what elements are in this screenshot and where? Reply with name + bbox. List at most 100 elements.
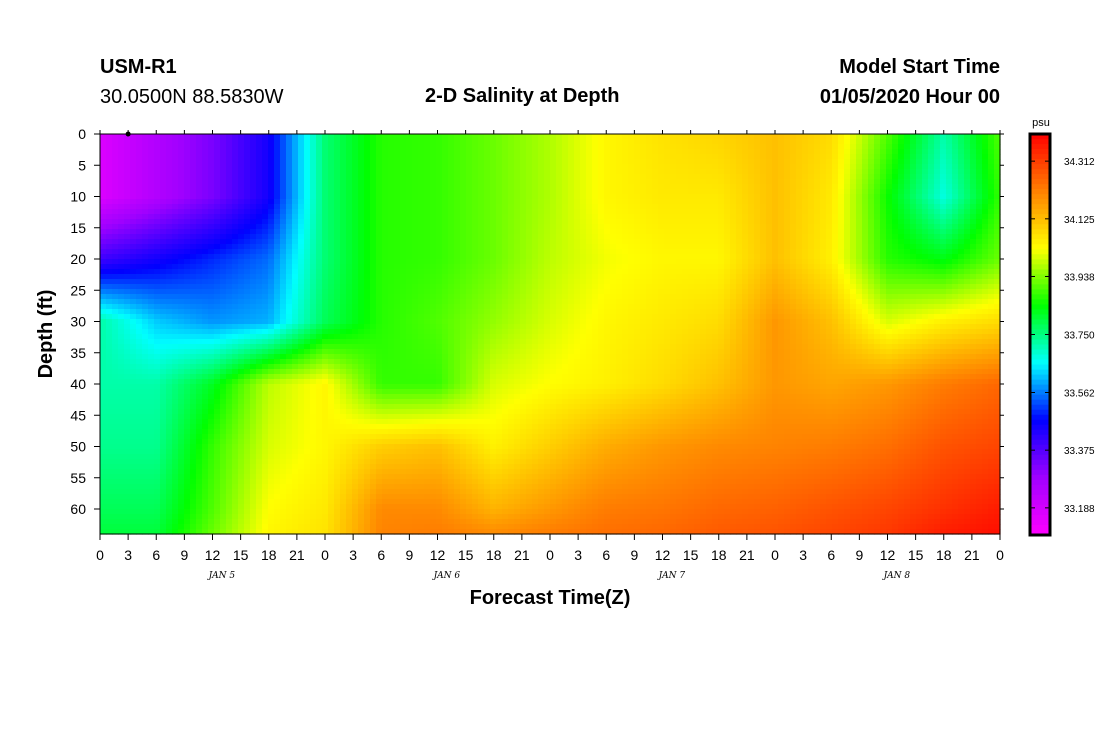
heatmap-cell: [340, 139, 347, 145]
heatmap-cell: [766, 224, 773, 230]
heatmap-cell: [298, 214, 305, 220]
heatmap-cell: [532, 294, 539, 300]
heatmap-cell: [280, 194, 287, 200]
heatmap-cell: [100, 289, 107, 295]
heatmap-cell: [868, 244, 875, 250]
heatmap-cell: [550, 204, 557, 210]
heatmap-cell: [160, 289, 167, 295]
heatmap-cell: [544, 219, 551, 225]
heatmap-cell: [934, 269, 941, 275]
heatmap-cell: [172, 184, 179, 190]
heatmap-cell: [748, 274, 755, 280]
heatmap-cell: [970, 154, 977, 160]
heatmap-cell: [730, 254, 737, 260]
heatmap-cell: [298, 224, 305, 230]
heatmap-cell: [880, 219, 887, 225]
heatmap-cell: [958, 249, 965, 255]
heatmap-cell: [832, 134, 839, 140]
heatmap-cell: [460, 239, 467, 245]
heatmap-cell: [394, 214, 401, 220]
heatmap-cell: [106, 299, 113, 305]
heatmap-cell: [640, 284, 647, 290]
heatmap-cell: [298, 299, 305, 305]
heatmap-cell: [868, 269, 875, 275]
heatmap-cell: [118, 244, 125, 250]
heatmap-cell: [154, 294, 161, 300]
heatmap-cell: [286, 249, 293, 255]
heatmap-cell: [490, 224, 497, 230]
heatmap-cell: [802, 274, 809, 280]
heatmap-cell: [268, 224, 275, 230]
heatmap-cell: [520, 244, 527, 250]
heatmap-cell: [748, 204, 755, 210]
heatmap-cell: [274, 149, 281, 155]
heatmap-cell: [262, 189, 269, 195]
heatmap-cell: [112, 254, 119, 260]
heatmap-cell: [442, 184, 449, 190]
heatmap-cell: [472, 264, 479, 270]
heatmap-cell: [616, 209, 623, 215]
heatmap-cell: [706, 284, 713, 290]
heatmap-cell: [226, 144, 233, 150]
heatmap-cell: [838, 224, 845, 230]
heatmap-cell: [832, 269, 839, 275]
heatmap-cell: [472, 274, 479, 280]
heatmap-cell: [472, 164, 479, 170]
heatmap-cell: [850, 259, 857, 265]
heatmap-cell: [826, 254, 833, 260]
heatmap-cell: [286, 179, 293, 185]
heatmap-cell: [646, 169, 653, 175]
heatmap-cell: [256, 149, 263, 155]
heatmap-cell: [898, 274, 905, 280]
heatmap-cell: [454, 239, 461, 245]
heatmap-cell: [184, 174, 191, 180]
heatmap-cell: [616, 239, 623, 245]
heatmap-cell: [478, 229, 485, 235]
heatmap-cell: [868, 279, 875, 285]
heatmap-cell: [364, 274, 371, 280]
heatmap-cell: [166, 224, 173, 230]
heatmap-cell: [358, 224, 365, 230]
heatmap-cell: [754, 239, 761, 245]
heatmap-cell: [370, 289, 377, 295]
heatmap-cell: [934, 139, 941, 145]
heatmap-cell: [778, 234, 785, 240]
heatmap-cell: [118, 189, 125, 195]
heatmap-cell: [814, 159, 821, 165]
heatmap-cell: [196, 264, 203, 270]
heatmap-cell: [682, 134, 689, 140]
heatmap-cell: [730, 154, 737, 160]
heatmap-cell: [136, 134, 143, 140]
heatmap-cell: [958, 199, 965, 205]
heatmap-cell: [598, 139, 605, 145]
heatmap-cell: [526, 144, 533, 150]
heatmap-cell: [304, 299, 311, 305]
heatmap-cell: [700, 194, 707, 200]
heatmap-cell: [922, 234, 929, 240]
heatmap-cell: [430, 284, 437, 290]
heatmap-cell: [322, 219, 329, 225]
heatmap-cell: [808, 184, 815, 190]
heatmap-cell: [238, 184, 245, 190]
heatmap-cell: [538, 264, 545, 270]
heatmap-cell: [184, 224, 191, 230]
heatmap-cell: [964, 204, 971, 210]
heatmap-cell: [364, 269, 371, 275]
heatmap-cell: [334, 179, 341, 185]
heatmap-cell: [970, 269, 977, 275]
heatmap-cell: [916, 289, 923, 295]
heatmap-cell: [670, 239, 677, 245]
heatmap-cell: [502, 144, 509, 150]
heatmap-cell: [970, 214, 977, 220]
heatmap-cell: [478, 279, 485, 285]
heatmap-cell: [706, 134, 713, 140]
heatmap-cell: [976, 284, 983, 290]
heatmap-cell: [304, 219, 311, 225]
heatmap-cell: [508, 189, 515, 195]
heatmap-cell: [418, 269, 425, 275]
heatmap-cell: [316, 179, 323, 185]
heatmap-cell: [904, 179, 911, 185]
heatmap-cell: [568, 264, 575, 270]
heatmap-cell: [442, 159, 449, 165]
heatmap-cell: [394, 199, 401, 205]
